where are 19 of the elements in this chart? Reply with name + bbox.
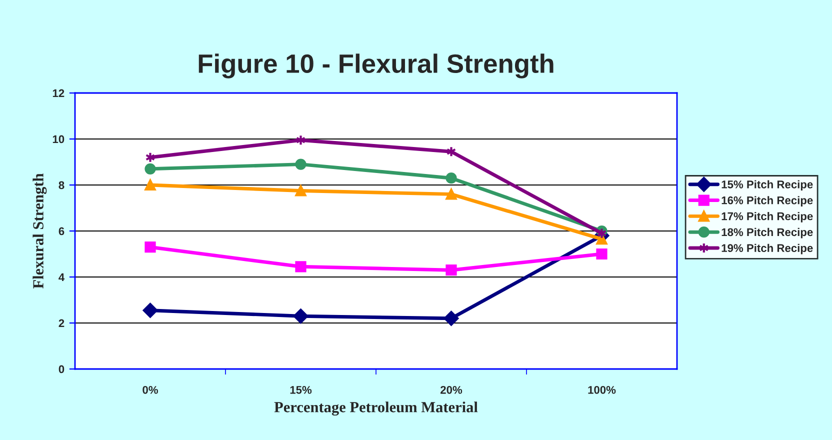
y-axis-title: Flexural Strength [32,173,47,289]
legend-label: 17% Pitch Recipe [722,212,813,222]
legend-label: 18% Pitch Recipe [722,228,813,238]
x-tick-label: 0% [142,386,158,394]
legend-label: 19% Pitch Recipe [722,244,813,254]
x-axis-title: Percentage Petroleum Material [274,402,478,416]
y-tick-label: 4 [58,273,65,282]
legend-label: 15% Pitch Recipe [722,180,813,191]
y-tick-label: 2 [58,319,64,328]
x-tick-label: 15% [290,386,312,394]
x-tick-label: 100% [588,386,616,394]
y-tick-label: 0 [58,365,64,374]
y-tick-label: 6 [58,227,64,236]
x-tick-label: 20% [440,386,462,394]
y-tick-label: 10 [52,135,64,144]
y-tick-label: 8 [58,181,64,190]
y-tick-label: 12 [52,89,64,98]
legend-label: 16% Pitch Recipe [722,196,813,206]
chart-title: Figure 10 - Flexural Strength [198,54,554,78]
